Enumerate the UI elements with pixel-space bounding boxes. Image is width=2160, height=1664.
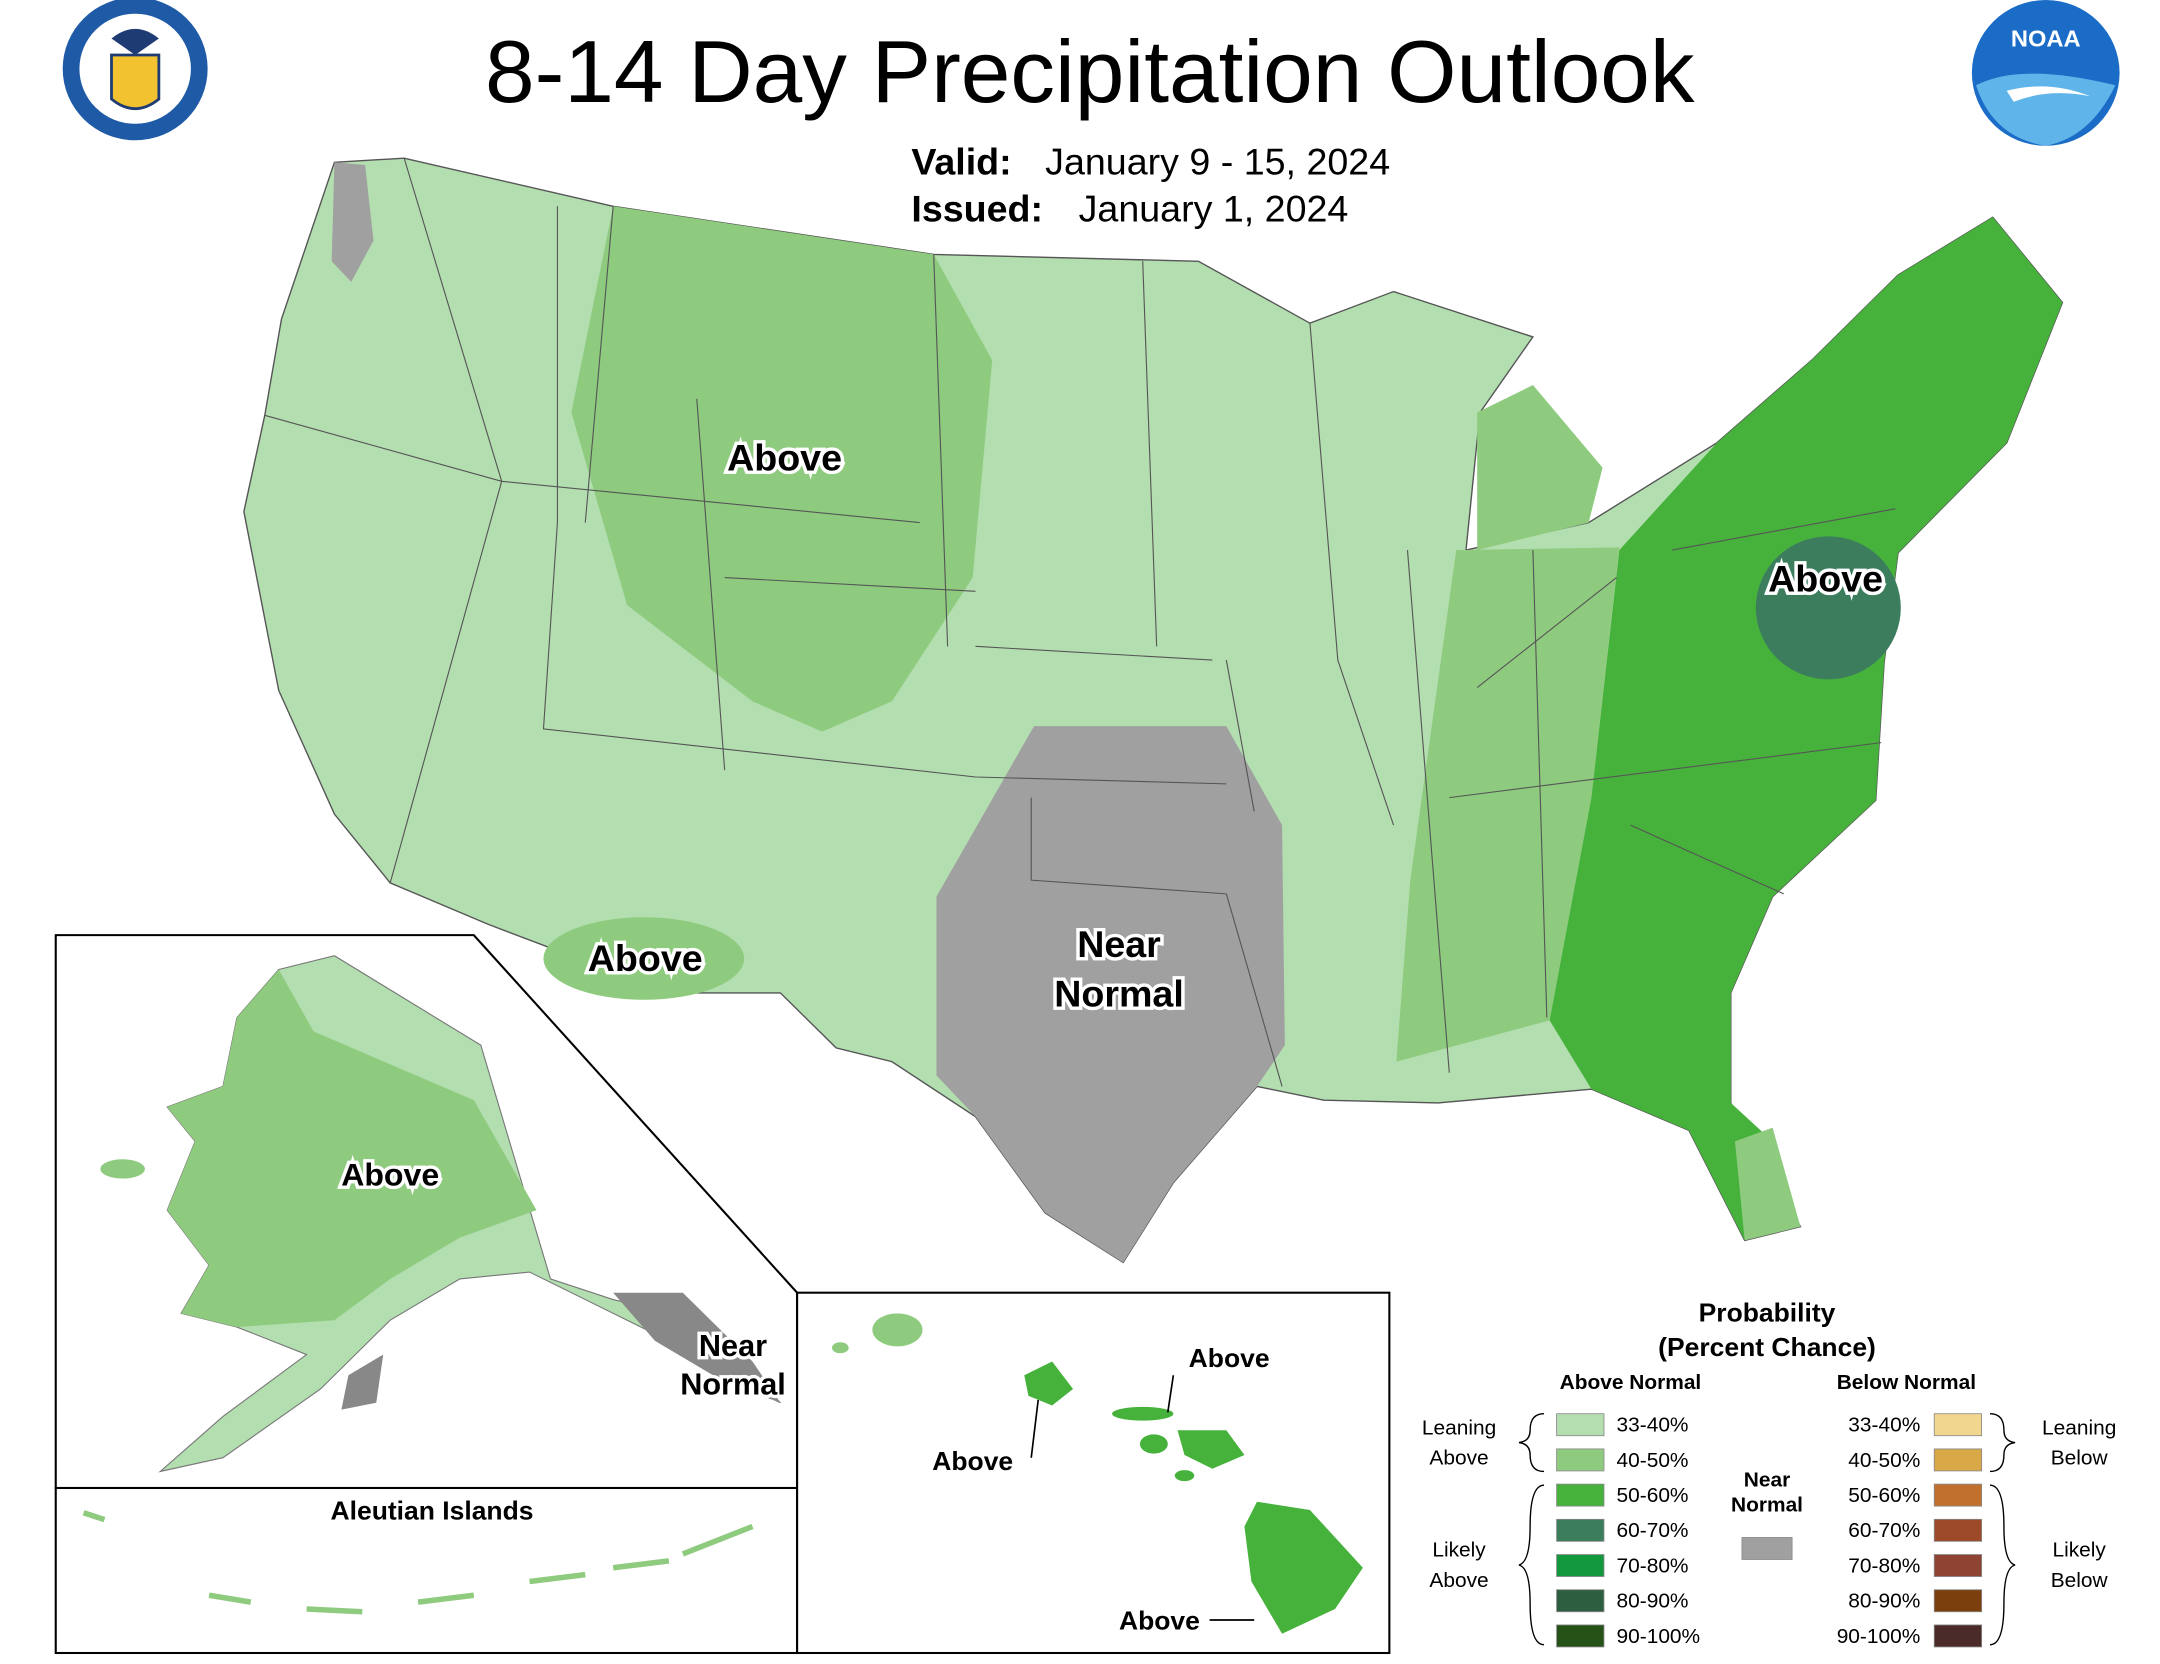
legend-swatch [1556,1589,1605,1613]
legend-swatch [1556,1518,1605,1542]
legend-item-label: 60-70% [1848,1519,1920,1542]
region-label: Above [341,1157,439,1193]
noaa-logo-text: NOAA [2011,26,2081,52]
region-label: Normal [680,1368,786,1402]
valid-label: Valid: [911,141,1011,183]
legend-swatch [1556,1448,1605,1472]
legend-heading: Above Normal [1560,1371,1702,1394]
legend-swatch [1556,1554,1605,1577]
legend-swatch [1933,1483,1983,1507]
legend-item-label: 33-40% [1617,1414,1689,1437]
legend-item-label: 40-50% [1617,1449,1689,1472]
legend-group: Likely [2052,1539,2106,1562]
legend-group: Likely [1432,1539,1486,1562]
conus [243,157,2064,1264]
region-label: Above [1119,1606,1200,1636]
legend-near-label: Normal [1731,1493,1803,1516]
noaa-logo: NOAA [1971,0,2120,146]
region-label: Above [1189,1343,1270,1373]
legend-title: Probability [1699,1298,1836,1328]
valid-dates: January 9 - 15, 2024 [1045,141,1390,183]
legend-near-label: Near [1744,1469,1790,1492]
region-label: Above [1768,558,1883,600]
legend-group: Above [1429,1569,1488,1592]
legend-swatch [1556,1483,1605,1507]
alaska-inset [54,934,799,1490]
legend-item-label: 70-80% [1617,1555,1689,1578]
legend-swatch [1933,1589,1983,1613]
legend-subtitle: (Percent Chance) [1658,1332,1876,1362]
legend-group: Leaning [2042,1416,2116,1439]
legend-item-label: 90-100% [1617,1625,1701,1648]
legend-swatch [1933,1413,1983,1437]
legend-swatch [1933,1554,1983,1577]
legend-item-label: 90-100% [1837,1625,1921,1648]
legend-group: Below [2051,1447,2109,1470]
legend-swatch [1556,1413,1605,1437]
legend-swatch [1741,1537,1793,1560]
legend-heading: Below Normal [1837,1371,1976,1394]
issued-label: Issued: [911,188,1043,230]
legend-swatch [1933,1518,1983,1542]
legend-group: Above [1429,1447,1488,1470]
legend-group: Leaning [1422,1416,1496,1439]
legend-item-label: 80-90% [1848,1590,1920,1613]
region-label: Near [1077,923,1161,965]
region-label: Above [727,437,842,479]
region-label: Above [588,937,703,979]
legend-group: Below [2051,1569,2109,1592]
legend-item-label: 50-60% [1848,1484,1920,1507]
legend-item-label: 60-70% [1617,1519,1689,1542]
legend-swatch [1933,1624,1983,1648]
hawaii-inset [796,1291,1391,1655]
legend-swatch [1556,1624,1605,1648]
legend: Probability (Percent Chance) Above Norma… [1422,1298,2116,1648]
region-label: Above [932,1446,1013,1476]
legend-item-label: 40-50% [1848,1449,1920,1472]
legend-item-label: 70-80% [1848,1555,1920,1578]
region-label: Normal [1054,973,1184,1015]
legend-swatch [1933,1448,1983,1472]
title: 8-14 Day Precipitation Outlook [485,22,1695,120]
legend-item-label: 80-90% [1617,1590,1689,1613]
commerce-seal [62,0,208,141]
issued-date: January 1, 2024 [1079,188,1349,230]
legend-item-label: 50-60% [1617,1484,1689,1507]
aleutian-title: Aleutian Islands [330,1496,533,1526]
legend-item-label: 33-40% [1848,1414,1920,1437]
region-label: Near [699,1329,767,1363]
aleutian-inset: Aleutian Islands [54,1486,799,1655]
